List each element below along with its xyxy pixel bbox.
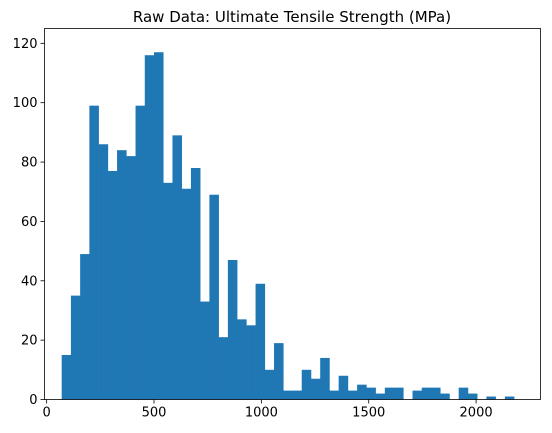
x-tick-label: 1500 — [352, 406, 385, 421]
histogram-bar — [209, 194, 219, 400]
histogram-bar — [430, 387, 441, 400]
histogram-bar — [200, 301, 210, 400]
histogram-bar — [98, 144, 109, 400]
plot-frame — [44, 28, 541, 400]
histogram-bar — [283, 390, 293, 400]
histogram-bar — [61, 354, 72, 400]
chart-title: Raw Data: Ultimate Tensile Strength (MPa… — [133, 8, 451, 26]
histogram-bar — [107, 170, 118, 400]
histogram-bar — [218, 337, 229, 400]
y-tick-label: 20 — [21, 334, 38, 349]
x-tick-label: 2000 — [460, 406, 493, 421]
histogram-bar — [172, 135, 182, 400]
histogram-bar — [486, 396, 496, 400]
histogram-bar — [163, 182, 173, 400]
x-axis-ticks: 0 500 1000 1500 2000 — [43, 399, 493, 421]
y-tick-label: 80 — [21, 156, 38, 171]
histogram-bar — [274, 343, 284, 400]
histogram-bar — [375, 393, 386, 400]
histogram-bar — [467, 393, 478, 400]
histogram-bar — [264, 369, 275, 400]
histogram-bar — [190, 168, 201, 400]
histogram-bar — [144, 55, 155, 400]
histogram-bar — [154, 52, 164, 400]
histogram-bar — [366, 387, 376, 400]
histogram-bar — [458, 387, 469, 400]
histogram-bar — [255, 283, 266, 400]
y-tick-label: 120 — [13, 37, 38, 52]
histogram-bar — [237, 319, 247, 400]
histogram-bar — [440, 393, 450, 400]
histogram-bar — [320, 357, 330, 400]
histogram-bar — [384, 387, 395, 400]
y-axis-ticks: 0 20 40 60 80 100 120 — [13, 37, 45, 408]
histogram-bar — [421, 387, 432, 400]
histogram-bar — [227, 260, 238, 400]
histogram-bar — [357, 384, 367, 400]
y-tick-label: 60 — [21, 215, 38, 230]
x-tick-label: 1000 — [245, 406, 278, 421]
histogram-bar — [338, 375, 349, 400]
histogram-bar — [246, 325, 256, 400]
histogram-bar — [504, 396, 515, 400]
histogram-bar — [126, 156, 136, 400]
histogram-bar — [329, 390, 339, 400]
histogram-bar — [394, 387, 404, 400]
histogram-bar — [80, 254, 90, 400]
y-tick-label: 100 — [13, 96, 38, 111]
histogram-bar — [412, 390, 423, 400]
histogram-bar — [70, 295, 81, 400]
histogram-bars — [61, 52, 515, 400]
histogram-bar — [89, 105, 99, 400]
y-tick-label: 40 — [21, 274, 38, 289]
x-tick-label: 500 — [142, 406, 167, 421]
x-tick-label: 0 — [43, 406, 51, 421]
histogram-bar — [301, 369, 312, 400]
histogram-bar — [347, 390, 358, 400]
y-tick-label: 0 — [29, 393, 37, 408]
histogram-bar — [117, 150, 127, 400]
histogram-bar — [310, 378, 321, 400]
histogram-bar — [292, 390, 303, 400]
histogram-bar — [135, 105, 146, 400]
histogram-bar — [181, 188, 192, 400]
